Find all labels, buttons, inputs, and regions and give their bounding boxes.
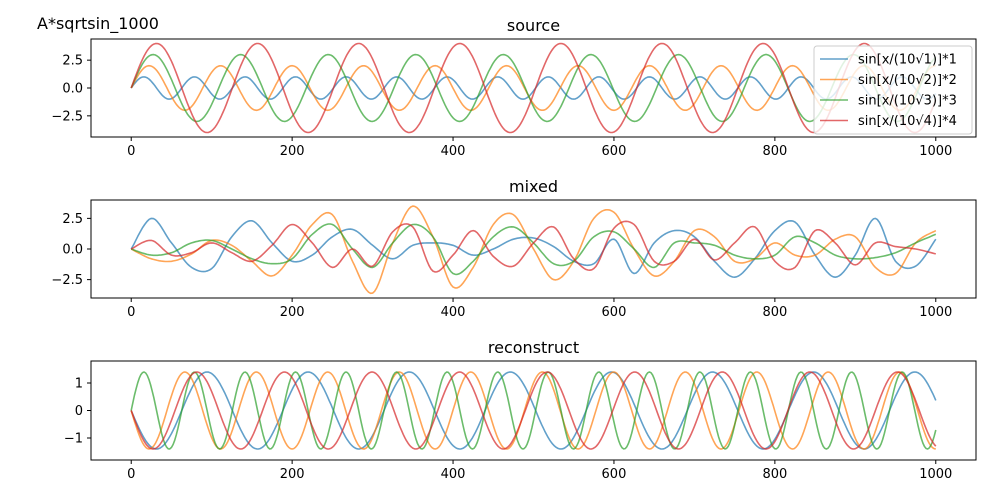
x-tick-label: 400 (441, 305, 466, 320)
series-line-2 (130, 64, 936, 112)
x-tick-label: 800 (762, 305, 787, 320)
subplot-reconstruct: reconstruct 0 200 400 600 800 1000 1 0 −1 (64, 338, 977, 482)
plot-title: source (507, 16, 560, 35)
series-line-4 (130, 220, 936, 273)
x-tick-label: 200 (280, 305, 305, 320)
x-tick-label: 200 (280, 144, 305, 159)
y-tick-label: −2.5 (51, 273, 83, 288)
legend-label: sin[x/(10√4)]*4 (858, 114, 957, 129)
figure-suptitle: A*sqrtsin_1000 (37, 14, 159, 34)
x-tick-label: 1000 (919, 144, 952, 159)
y-tick-label: 0 (75, 404, 83, 419)
legend-label: sin[x/(10√3)]*3 (858, 94, 957, 109)
series-line-1 (130, 76, 937, 100)
x-tick-label: 0 (127, 144, 135, 159)
series-line-4 (130, 42, 937, 134)
legend-label: sin[x/(10√1)]*1 (858, 53, 957, 68)
subplot-mixed: mixed 0 200 400 600 800 1000 2.5 0.0 −2.5 (51, 177, 977, 320)
y-tick-label: 1 (75, 377, 83, 392)
series-line-2 (130, 205, 937, 295)
y-tick-label: −1 (64, 432, 83, 447)
x-tick-label: 1000 (919, 467, 952, 482)
legend-label: sin[x/(10√2)]*2 (858, 73, 957, 88)
x-tick-label: 1000 (919, 305, 952, 320)
y-tick-label: 2.5 (62, 212, 83, 227)
series-line-3 (130, 371, 937, 450)
series-line-2 (130, 371, 936, 450)
x-tick-label: 0 (127, 305, 135, 320)
x-tick-label: 200 (280, 467, 305, 482)
legend-box (813, 45, 973, 135)
x-tick-label: 600 (602, 467, 627, 482)
x-tick-label: 600 (602, 305, 627, 320)
y-tick-label: 0.0 (62, 82, 83, 97)
series-line-1 (130, 217, 937, 278)
x-tick-label: 800 (762, 467, 787, 482)
x-tick-label: 600 (602, 144, 627, 159)
series-line-3 (130, 53, 937, 123)
plot-title: mixed (509, 177, 558, 196)
plot-title: reconstruct (488, 338, 579, 357)
x-tick-label: 0 (127, 467, 135, 482)
x-tick-label: 400 (441, 144, 466, 159)
series-line-1 (130, 371, 937, 450)
y-tick-label: 0.0 (62, 243, 83, 258)
y-tick-label: −2.5 (51, 109, 83, 124)
subplot-source: source 0 200 400 600 800 1000 2.5 0.0 −2.5 sin[x/… (51, 16, 977, 159)
y-tick-label: 2.5 (62, 54, 83, 69)
x-tick-label: 800 (762, 144, 787, 159)
series-line-4 (130, 371, 937, 450)
x-tick-label: 400 (441, 467, 466, 482)
legend: sin[x/(10√1)]*1 sin[x/(10√2)]*2 sin[x/(10√… (813, 45, 973, 135)
